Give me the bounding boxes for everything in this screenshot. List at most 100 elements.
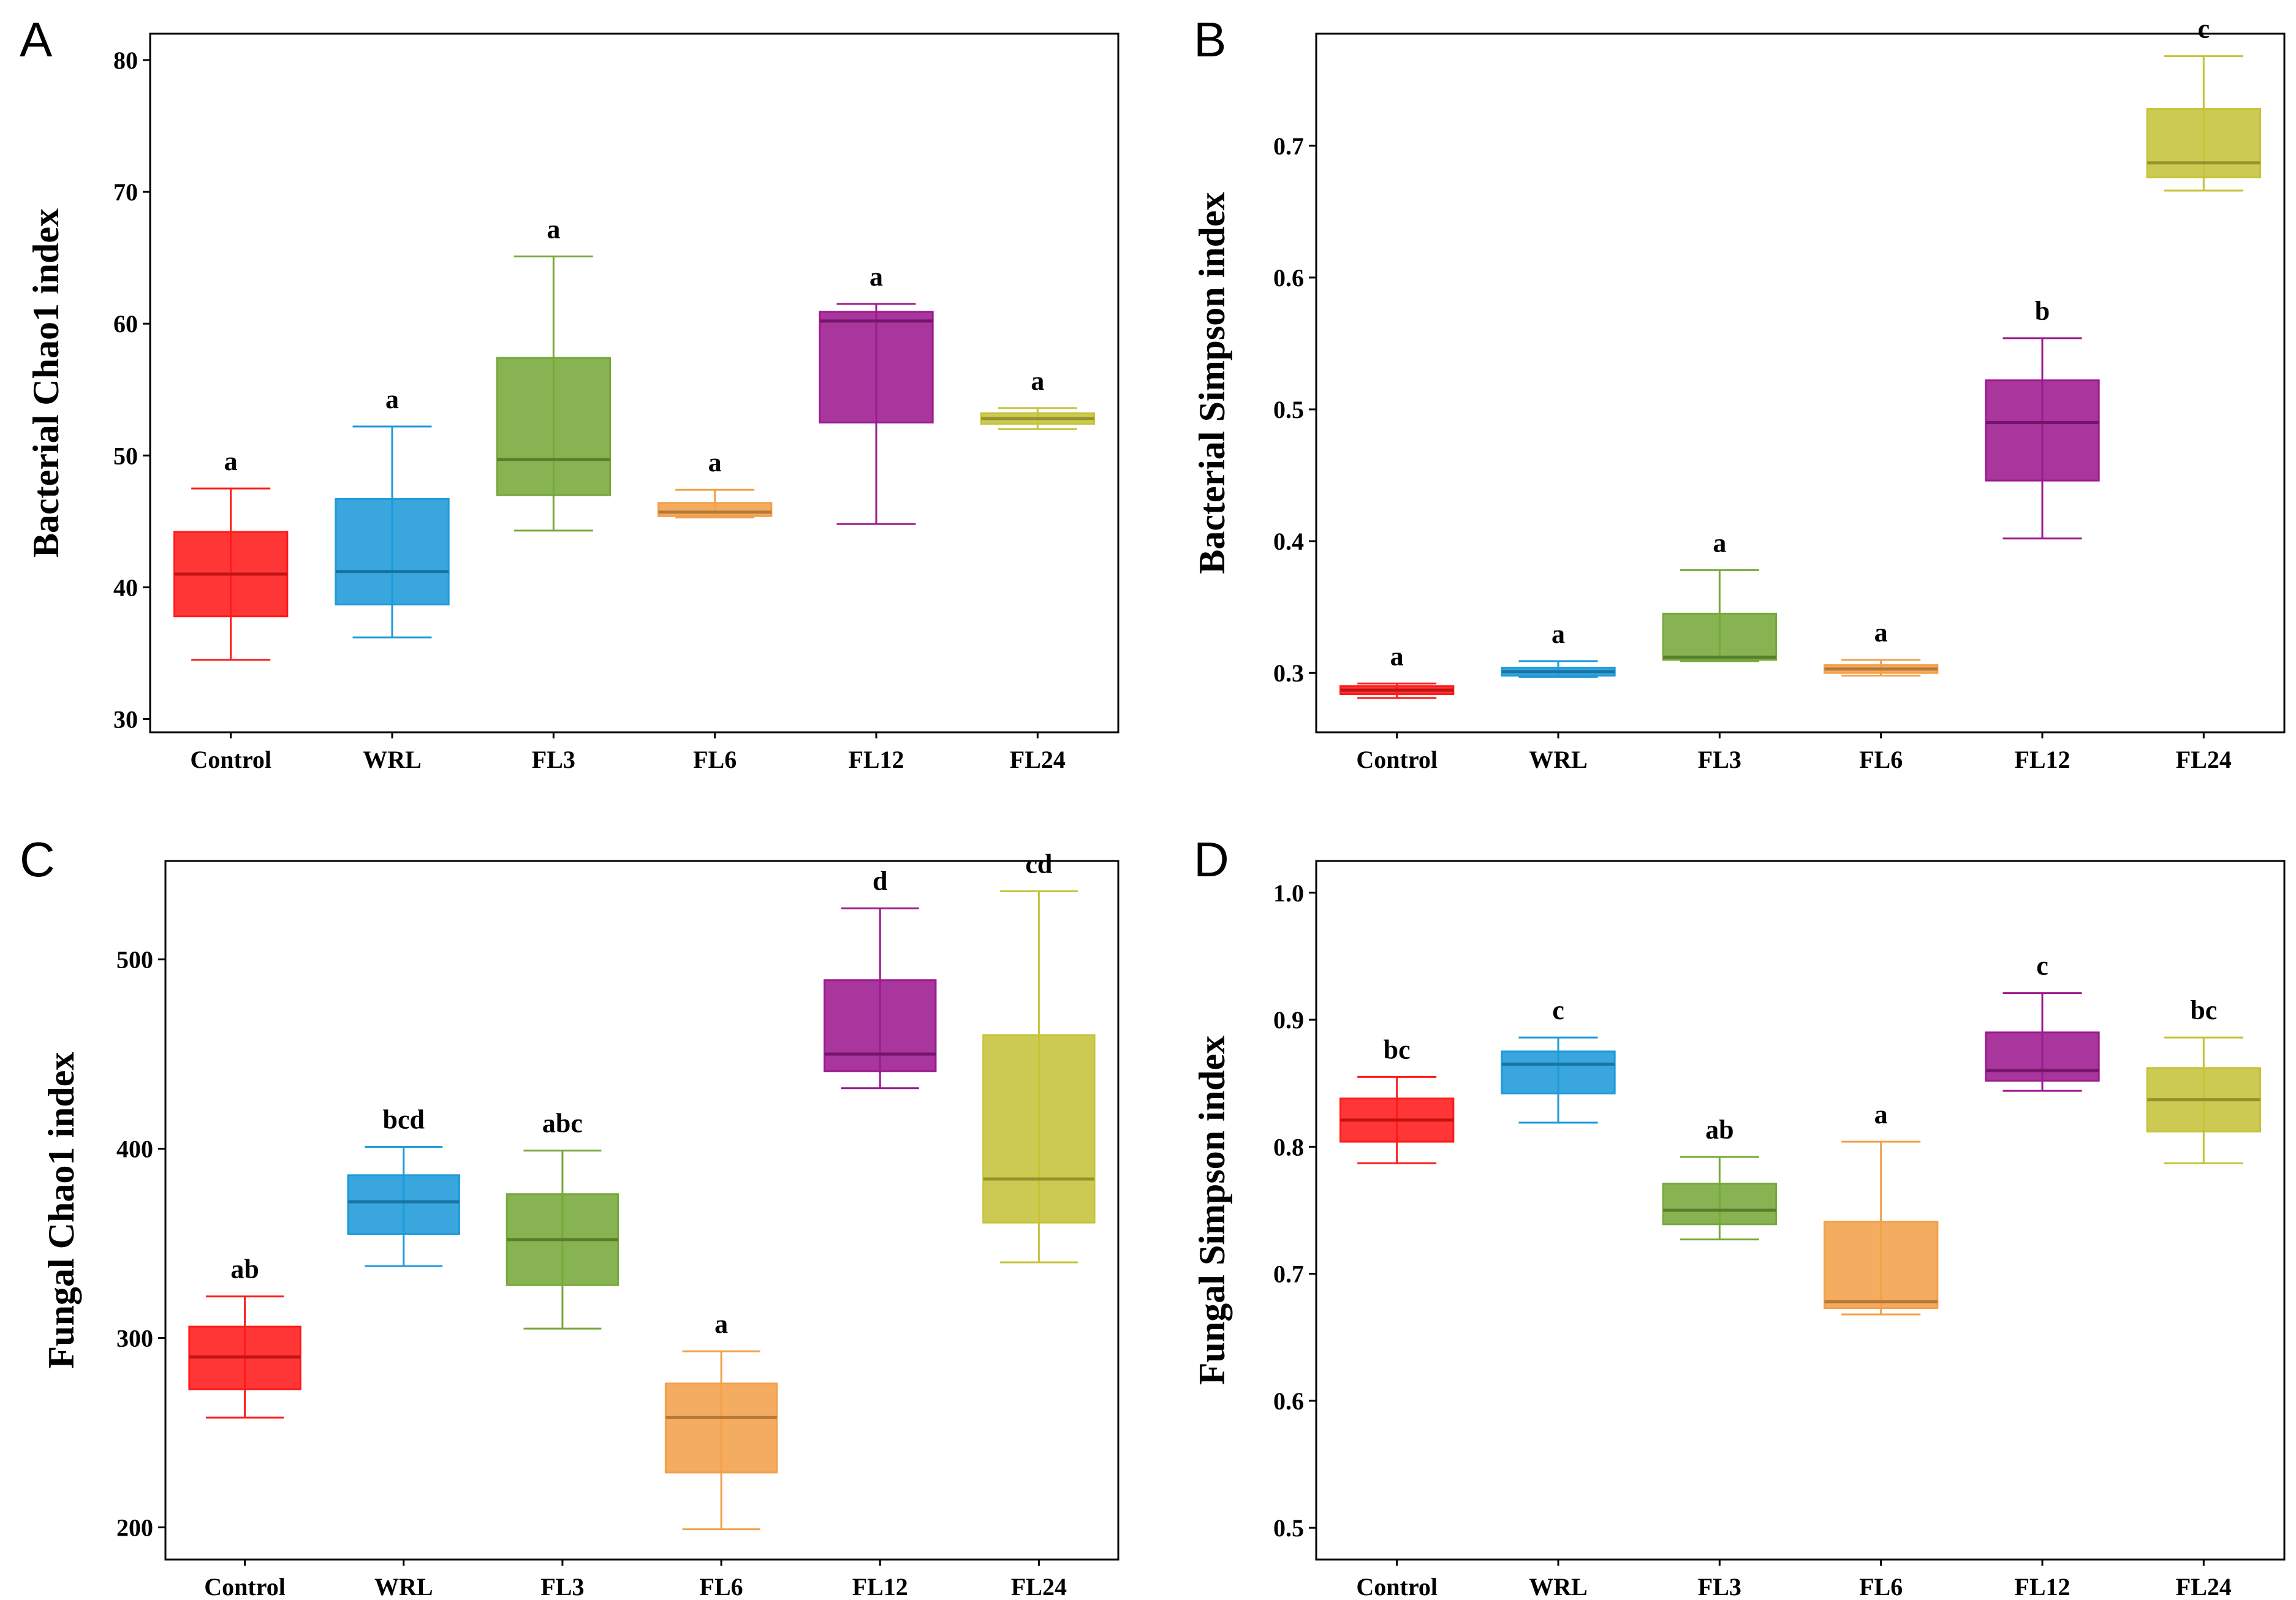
significance-label: a [224,446,238,476]
plot-frame [1315,860,2286,1561]
y-tick-label: 0.7 [1273,132,1304,160]
x-tick-label: FL24 [2176,1573,2232,1600]
y-tick-label: 0.5 [1273,1514,1304,1542]
x-tick-label: FL3 [532,746,575,773]
box-wrl: a [335,384,450,639]
box-fl6: a [1824,1099,1939,1316]
x-tick-label: FL3 [540,1573,584,1600]
box-control: a [173,446,289,661]
box-fl3: a [496,214,612,532]
significance-label: c [1552,995,1564,1025]
box-body [982,1034,1096,1224]
significance-label: c [2198,14,2210,44]
significance-label: a [1031,366,1044,396]
significance-label: a [714,1309,728,1339]
significance-label: d [873,866,887,896]
box-body [819,311,934,424]
x-tick-label: FL6 [693,746,737,773]
x-tick-label: FL24 [1010,746,1066,773]
significance-label: a [870,262,883,292]
x-tick-label: FL24 [2176,746,2232,773]
y-axis-title: Fungal Chao1 index [41,1052,81,1369]
box-fl24: a [980,366,1095,430]
x-tick-label: Control [204,1573,286,1600]
significance-label: a [1874,618,1888,648]
box-wrl: c [1501,995,1616,1124]
box-fl12: a [819,262,934,525]
box-body [1662,1182,1778,1226]
significance-label: c [2036,951,2048,981]
y-tick-label: 400 [116,1136,153,1163]
box-control: a [1339,641,1455,699]
significance-label: a [1874,1099,1888,1129]
plot-frame [164,860,1120,1561]
x-tick-label: FL3 [1698,1573,1741,1600]
plot-frame [149,32,1120,734]
significance-label: bc [1384,1034,1411,1064]
x-tick-label: FL12 [852,1573,908,1600]
box-fl12: b [1985,296,2100,540]
box-fl24: bc [2146,995,2262,1164]
y-tick-label: 0.3 [1273,659,1304,687]
box-body [335,498,450,605]
box-body [2146,108,2262,178]
box-body [496,357,612,496]
significance-label: bcd [383,1105,425,1135]
x-tick-label: FL6 [1859,1573,1903,1600]
box-fl6: a [657,447,773,518]
significance-label: ab [230,1254,259,1284]
x-tick-label: FL12 [2014,746,2070,773]
box-body [1501,1050,1616,1094]
panel-letter: D [1194,832,1229,887]
box-fl3: abc [506,1109,619,1330]
panel-b: B 0.3 0.4 0.5 0.6 0.7 Bacterial Simpson index C… [1192,12,2286,773]
y-tick-label: 0.9 [1273,1006,1304,1034]
y-tick-label: 200 [116,1514,153,1541]
plot-frame [1315,32,2286,734]
significance-label: abc [542,1109,583,1139]
significance-label: cd [1025,849,1052,879]
x-tick-label: FL24 [1011,1573,1067,1600]
panel-letter: A [20,12,53,67]
box-fl3: a [1662,528,1778,662]
y-tick-label: 0.8 [1273,1133,1304,1161]
box-fl24: cd [982,849,1096,1264]
x-tick-label: FL12 [2014,1573,2070,1600]
box-body [1662,612,1778,661]
significance-label: a [1390,641,1404,671]
box-wrl: bcd [347,1105,460,1267]
significance-label: a [1552,619,1565,649]
y-tick-label: 50 [113,442,138,469]
box-body [1824,1221,1939,1310]
panel-d: D 0.5 0.6 0.7 0.8 0.9 1.0 Fungal Simpson index C… [1192,832,2286,1600]
y-tick-label: 0.7 [1273,1261,1304,1288]
x-tick-label: Control [1356,746,1438,773]
box-body [657,502,773,517]
x-tick-label: WRL [1529,1573,1588,1600]
panel-letter: C [20,832,55,887]
significance-label: a [708,447,722,477]
x-tick-label: FL12 [848,746,904,773]
y-tick-label: 30 [113,705,138,733]
box-body [1985,379,2100,482]
y-tick-label: 500 [116,946,153,974]
y-tick-label: 60 [113,310,138,338]
box-fl12: c [1985,951,2100,1092]
box-wrl: a [1501,619,1616,678]
significance-label: b [2035,296,2050,326]
box-fl3: ab [1662,1115,1778,1241]
x-tick-label: WRL [363,746,422,773]
y-tick-label: 0.5 [1273,396,1304,423]
x-tick-label: WRL [374,1573,433,1600]
x-tick-label: Control [1356,1573,1438,1600]
y-tick-label: 1.0 [1273,879,1304,907]
y-axis-title: Bacterial Simpson index [1192,192,1232,574]
y-tick-label: 70 [113,178,138,206]
box-control: bc [1339,1034,1455,1164]
significance-label: ab [1705,1115,1733,1145]
y-tick-label: 80 [113,47,138,74]
significance-label: a [1713,528,1726,558]
y-tick-label: 300 [116,1325,153,1352]
box-control: ab [188,1254,301,1419]
